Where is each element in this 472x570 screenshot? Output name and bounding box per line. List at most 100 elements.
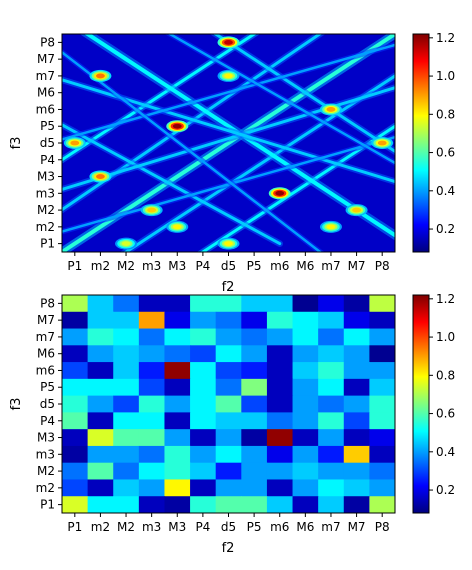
y-tick-label: m6 <box>36 363 55 377</box>
heatmap-cell <box>190 496 217 513</box>
y-tick-label: d5 <box>40 136 55 150</box>
heatmap-cell <box>343 462 370 481</box>
heatmap-cell <box>138 479 166 497</box>
heatmap-cell <box>266 395 294 413</box>
heatmap-cell <box>87 496 114 513</box>
x-tick-label: m6 <box>270 259 289 273</box>
y-tick-label: P8 <box>40 296 55 310</box>
heatmap-cell <box>369 479 395 497</box>
y-ticks: P1 m2 M2 m3 M3 P4 d5 P5 m6 M6 m7 M7 P8 <box>36 35 62 251</box>
y-tick-label: P4 <box>40 414 55 428</box>
heatmap-cell <box>164 345 191 363</box>
heatmap-cell <box>292 362 319 380</box>
heatmap-cell <box>241 378 268 397</box>
heatmap-cell <box>87 345 114 363</box>
heatmap-cell <box>369 362 395 380</box>
heatmap-cell <box>113 311 140 330</box>
heatmap-cell <box>62 362 89 380</box>
ridge-line <box>62 135 395 233</box>
heatmap-peak <box>352 207 361 213</box>
heatmap-cell <box>164 429 191 447</box>
heatmap-cell <box>266 496 294 513</box>
colorbar-tick-label: 0.4 <box>436 445 455 459</box>
heatmap-cell <box>266 479 294 497</box>
heatmap-cell <box>343 362 370 380</box>
heatmap-cell <box>343 445 370 464</box>
heatmap-peak <box>326 107 336 112</box>
heatmap-cell <box>164 479 191 497</box>
heatmap-cell <box>292 345 319 363</box>
heatmap-cell <box>190 328 217 346</box>
x-ticks: P1 m2 M2 m3 M3 P4 d5 P5 m6 M6 m7 M7 P8 <box>67 252 390 273</box>
heatmap-peak <box>121 241 131 247</box>
x-tick-label: P8 <box>375 520 390 534</box>
heatmap-cell <box>113 395 140 413</box>
heatmap-cell <box>241 328 268 346</box>
heatmap-cell <box>292 328 319 346</box>
colorbar-tick-label: 1.2 <box>436 292 455 306</box>
y-tick-label: m7 <box>36 69 55 83</box>
heatmap-cell <box>190 395 217 413</box>
heatmap-peak <box>326 224 336 230</box>
x-tick-label: M7 <box>348 520 366 534</box>
x-tick-label: P1 <box>67 259 82 273</box>
heatmap-cell <box>215 311 242 330</box>
y-tick-label: M6 <box>37 347 55 361</box>
colorbar: 0.2 0.4 0.6 0.8 1.0 1.2 <box>412 31 455 253</box>
heatmap-cell <box>266 328 294 346</box>
heatmap-cell <box>138 395 166 413</box>
heatmap-peak <box>224 73 233 79</box>
heatmap-cell <box>62 479 89 497</box>
x-tick-label: M2 <box>117 259 135 273</box>
heatmap-cell <box>369 395 395 413</box>
heatmap-cell <box>215 295 242 313</box>
heatmap-cell <box>318 445 345 464</box>
heatmap-cell <box>190 412 217 430</box>
y-tick-label: m3 <box>36 447 55 461</box>
y-tick-label: m2 <box>36 220 55 234</box>
heatmap-cell <box>215 328 242 346</box>
heatmap-cell <box>164 295 191 313</box>
heatmap-cell <box>241 362 268 380</box>
heatmap-peak <box>147 207 157 213</box>
x-tick-label: m6 <box>270 520 289 534</box>
heatmap-cell <box>292 295 319 313</box>
x-tick-label: P8 <box>375 259 390 273</box>
heatmap-cell <box>343 378 370 397</box>
heatmap-cell <box>241 395 268 413</box>
heatmap-cell <box>62 395 89 413</box>
heatmap-cell <box>113 412 140 430</box>
heatmap-cell <box>113 328 140 346</box>
x-tick-label: m2 <box>91 520 110 534</box>
heatmap-cell <box>343 395 370 413</box>
y-tick-label: M7 <box>37 313 55 327</box>
heatmap-cell <box>138 496 166 513</box>
heatmap-cell <box>62 378 89 397</box>
ridge-line <box>62 78 395 184</box>
heatmap-cell <box>215 345 242 363</box>
heatmap-cell <box>292 429 319 447</box>
heatmap-cell <box>138 445 166 464</box>
heatmap-cell <box>241 445 268 464</box>
heatmap-cell <box>215 362 242 380</box>
heatmap-cell <box>87 429 114 447</box>
heatmap-cell <box>138 378 166 397</box>
heatmap-cell <box>87 395 114 413</box>
y-tick-label: M3 <box>37 431 55 445</box>
heatmap-cell <box>318 328 345 346</box>
heatmap-cell <box>164 395 191 413</box>
heatmap-cell <box>292 412 319 430</box>
heatmap-cell <box>343 429 370 447</box>
heatmap-cell <box>369 345 395 363</box>
x-tick-label: M6 <box>296 259 314 273</box>
smooth-heatmap-panel: P1 m2 M2 m3 M3 P4 d5 P5 m6 M6 m7 M7 P8 P1 m2 M2 m3 M3 P4 d… <box>9 33 396 295</box>
heatmap-cell <box>369 445 395 464</box>
x-ticks: P1 m2 M2 m3 M3 P4 d5 P5 m6 M6 m7 M7 P8 <box>67 513 390 534</box>
heatmap-cell <box>113 479 140 497</box>
y-tick-label: P5 <box>40 119 55 133</box>
heatmap-cell <box>266 378 294 397</box>
heatmap-peak <box>172 123 182 129</box>
y-tick-label: M3 <box>37 170 55 184</box>
heatmap-cell <box>190 362 217 380</box>
